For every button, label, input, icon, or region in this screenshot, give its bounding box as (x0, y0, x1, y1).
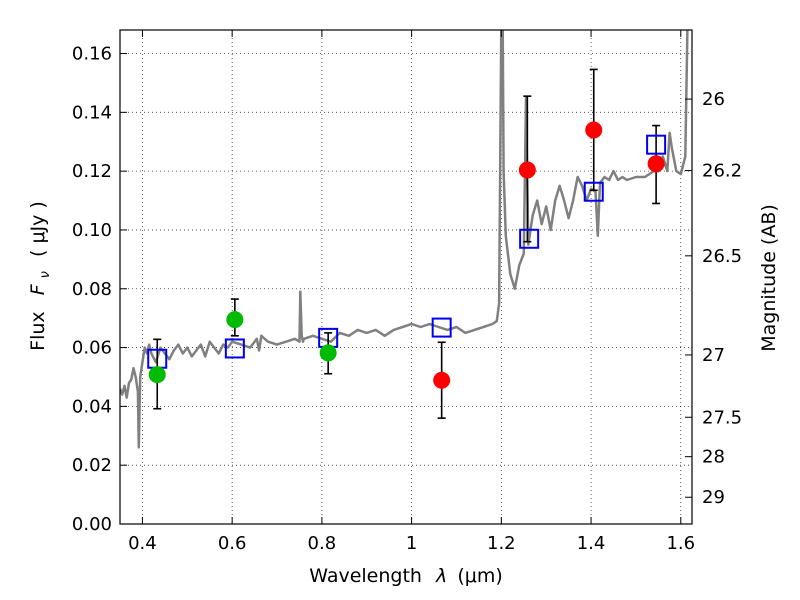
model-box (224, 338, 245, 359)
error-bar-layer (153, 68, 661, 419)
y2-tick-label: 27 (702, 345, 725, 366)
plot-frame (119, 29, 693, 525)
red-data-point (433, 371, 451, 389)
y-tick-label: 0.16 (72, 44, 112, 65)
red-data-point (518, 161, 536, 179)
y-tick-label: 0.12 (72, 161, 112, 182)
y-tick-label: 0.10 (72, 220, 112, 241)
model-box (519, 228, 540, 249)
y2-tick-label: 26.5 (702, 246, 742, 267)
green-data-point (226, 311, 244, 329)
model-box (583, 181, 604, 202)
red-data-point (585, 121, 603, 139)
green-data-point (319, 344, 337, 362)
grid (120, 30, 692, 525)
y-tick-label: 0.06 (72, 338, 112, 359)
data-point-layer (148, 121, 665, 389)
y2-tick-label: 27.5 (702, 407, 742, 428)
spectrum-layer (120, 30, 689, 449)
y-axis-label-symbol: F (27, 283, 49, 295)
x-axis-label-symbol: λ (435, 565, 447, 587)
spectrum-line (120, 30, 689, 449)
secondary-y-axis-label: Magnitude (AB) (758, 204, 780, 352)
model-box (646, 134, 667, 155)
x-axis-label-unit: (μm) (457, 565, 502, 587)
y2-tick-label: 26.2 (702, 161, 742, 182)
x-axis-label-prefix: Wavelength (309, 565, 422, 587)
axis-ticks: 0.4 0.6 0.8 1 1.2 1.4 1.6 0.00 0.02 0.04 0.06 0.08 0… (72, 30, 742, 554)
green-data-point (148, 366, 166, 384)
x-tick-label: 1.2 (487, 533, 516, 554)
y2-tick-label: 26 (702, 89, 725, 110)
x-tick-label: 0.4 (128, 533, 157, 554)
y-axis-label: Flux F ν ( μJy ) (27, 201, 54, 351)
red-data-point (647, 155, 665, 173)
x-tick-label: 1.4 (577, 533, 606, 554)
y-tick-label: 0.00 (72, 514, 112, 535)
y-axis-label-prefix: Flux (27, 311, 49, 351)
model-box-layer (147, 134, 667, 369)
x-axis-label: Wavelength λ (μm) (309, 565, 502, 587)
x-tick-label: 0.6 (218, 533, 247, 554)
model-box (431, 317, 452, 338)
y2-tick-label: 28 (702, 447, 725, 468)
x-tick-label: 0.8 (308, 533, 337, 554)
x-tick-label: 1.6 (666, 533, 695, 554)
y-tick-label: 0.04 (72, 396, 112, 417)
y-tick-label: 0.02 (72, 455, 112, 476)
y-tick-label: 0.14 (72, 102, 112, 123)
y-axis-label-unit: ( μJy ) (27, 201, 49, 257)
y-tick-label: 0.08 (72, 279, 112, 300)
y-axis-label-subscript: ν (38, 271, 53, 278)
y2-tick-label: 29 (702, 487, 725, 508)
x-tick-label: 1 (406, 533, 417, 554)
